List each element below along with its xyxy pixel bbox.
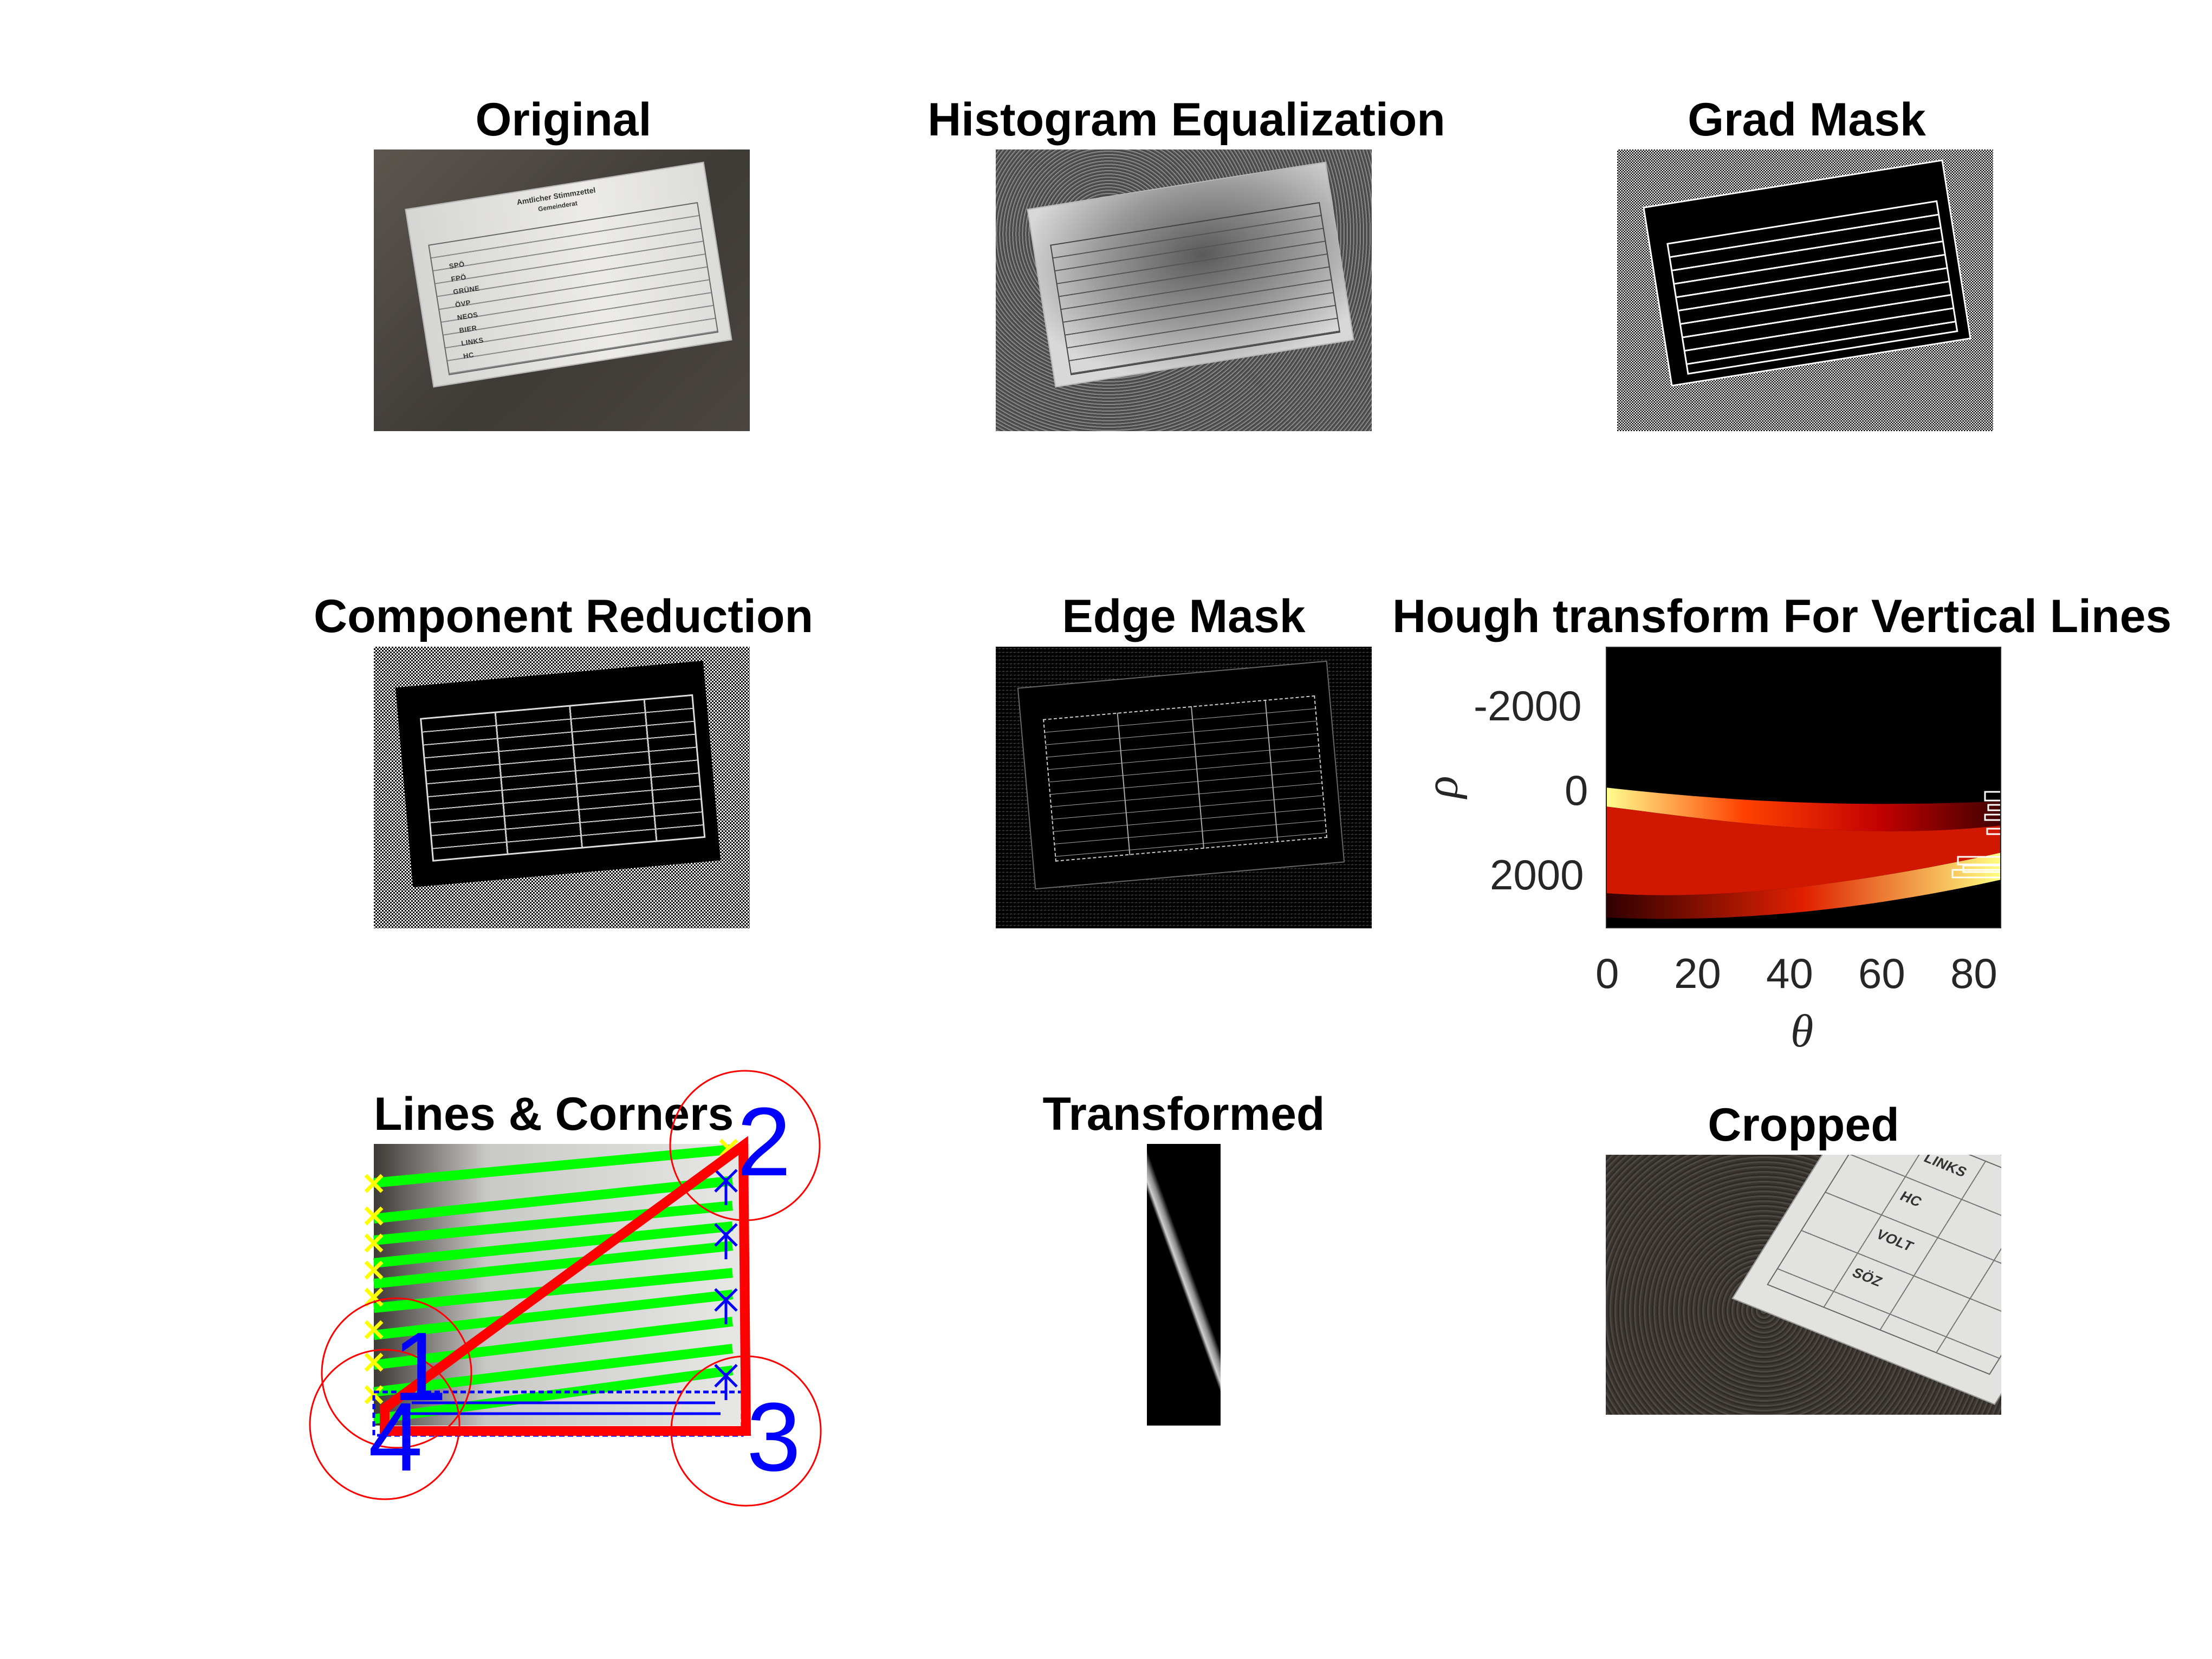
detected-lines: [373, 1144, 734, 1424]
hough-band-upper: [1606, 788, 2001, 831]
hough-band-lower: [1606, 853, 2001, 919]
component-paper: [395, 660, 721, 888]
transformed-sliver: [1147, 1144, 1221, 1426]
title-histogram: Histogram Equalization: [927, 94, 1445, 146]
title-transformed: Transformed: [1042, 1088, 1325, 1140]
hough-ytick: -2000: [1474, 682, 1582, 730]
hist-paper: [1027, 161, 1354, 388]
panel-edge-mask: [996, 647, 1372, 928]
corner-label: 3: [747, 1383, 801, 1492]
title-component-reduction: Component Reduction: [313, 590, 814, 642]
hough-peak-markers: [1951, 791, 2001, 879]
hough-ylabel: ρ: [1415, 776, 1468, 798]
panel-component-reduction: [374, 647, 750, 928]
corner-label: 1: [393, 1312, 447, 1421]
line-start-markers: [364, 1138, 738, 1404]
corner-label: 4: [368, 1383, 423, 1492]
hough-xtick: 60: [1858, 949, 1905, 997]
hough-ytick: 0: [1565, 766, 1588, 814]
hough-band-mid: [1606, 806, 2001, 895]
hough-plot: [1606, 647, 2001, 928]
cropped-paper: LINKS HC VOLT SÖZ: [1731, 1155, 2001, 1406]
title-lines-corners: Lines & Corners: [374, 1088, 734, 1140]
panel-grad-mask: [1617, 149, 1993, 431]
panel-transformed: [1147, 1144, 1221, 1426]
hough-xtick: 40: [1766, 949, 1813, 997]
edge-paper: [1017, 660, 1345, 890]
hough-xtick: 20: [1674, 949, 1721, 997]
hough-xtick: 80: [1950, 949, 1997, 997]
panel-original: Amtlicher Stimmzettel Gemeinderat SPÖ FP…: [374, 149, 750, 431]
corner-quadrilateral: [380, 1136, 751, 1436]
corner-label: 2: [737, 1088, 791, 1196]
hough-xtick: 0: [1595, 949, 1619, 997]
title-edge-mask: Edge Mask: [1062, 590, 1306, 642]
panel-histogram: [996, 149, 1372, 431]
hough-ytick: 2000: [1490, 851, 1584, 899]
grad-paper: [1643, 159, 1971, 387]
title-cropped: Cropped: [1708, 1099, 1899, 1151]
lines-corners-overlay: 1 2 3 4: [309, 1070, 822, 1507]
title-hough: Hough transform For Vertical Lines: [1392, 590, 2172, 642]
corner-circles: [309, 1070, 822, 1507]
ballot-paper: Amtlicher Stimmzettel Gemeinderat SPÖ FP…: [405, 161, 732, 388]
hough-xlabel: θ: [1791, 1005, 1814, 1057]
title-grad-mask: Grad Mask: [1688, 94, 1926, 146]
ballot-party: HC: [463, 350, 475, 361]
panel-cropped: LINKS HC VOLT SÖZ: [1606, 1155, 2001, 1415]
title-original: Original: [475, 94, 652, 146]
